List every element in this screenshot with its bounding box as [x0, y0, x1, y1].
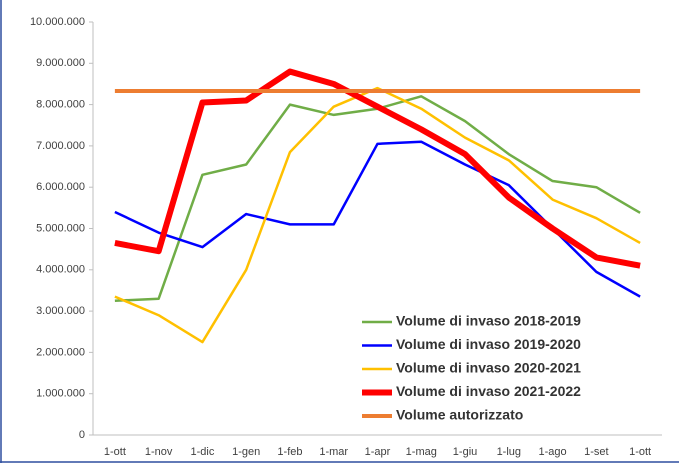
x-tick-label: 1-set [584, 446, 608, 458]
legend-label: Volume di invaso 2021-2022 [396, 383, 581, 399]
legend-label: Volume autorizzato [396, 407, 523, 423]
x-tick-label: 1-dic [191, 446, 215, 458]
x-tick-label: 1-lug [497, 446, 521, 458]
legend-label: Volume di invaso 2020-2021 [396, 360, 581, 376]
y-tick-label: 7.000.000 [36, 140, 85, 152]
x-tick-label: 1-ott [629, 446, 651, 458]
y-tick-label: 4.000.000 [36, 264, 85, 276]
legend-label: Volume di invaso 2018-2019 [396, 313, 581, 329]
x-tick-label: 1-ago [539, 446, 567, 458]
series-line [114, 68, 641, 269]
x-tick-label: 1-gen [232, 446, 260, 458]
x-tick-label: 1-apr [365, 446, 391, 458]
y-tick-label: 3.000.000 [36, 305, 85, 317]
series-line [114, 86, 641, 344]
y-tick-label: 8.000.000 [36, 99, 85, 111]
y-tick-label: 9.000.000 [36, 57, 85, 69]
y-tick-label: 2.000.000 [36, 346, 85, 358]
x-tick-label: 1-ott [104, 446, 126, 458]
x-tick-label: 1-mag [406, 446, 437, 458]
y-tick-label: 1.000.000 [36, 388, 85, 400]
legend-label: Volume di invaso 2019-2020 [396, 336, 581, 352]
y-tick-label: 5.000.000 [36, 222, 85, 234]
x-tick-label: 1-mar [319, 446, 348, 458]
x-tick-label: 1-feb [277, 446, 302, 458]
y-tick-label: 0 [79, 429, 85, 441]
y-tick-label: 10.000.000 [30, 16, 85, 28]
x-tick-label: 1-nov [145, 446, 173, 458]
x-tick-label: 1-giu [453, 446, 477, 458]
y-tick-label: 6.000.000 [36, 181, 85, 193]
